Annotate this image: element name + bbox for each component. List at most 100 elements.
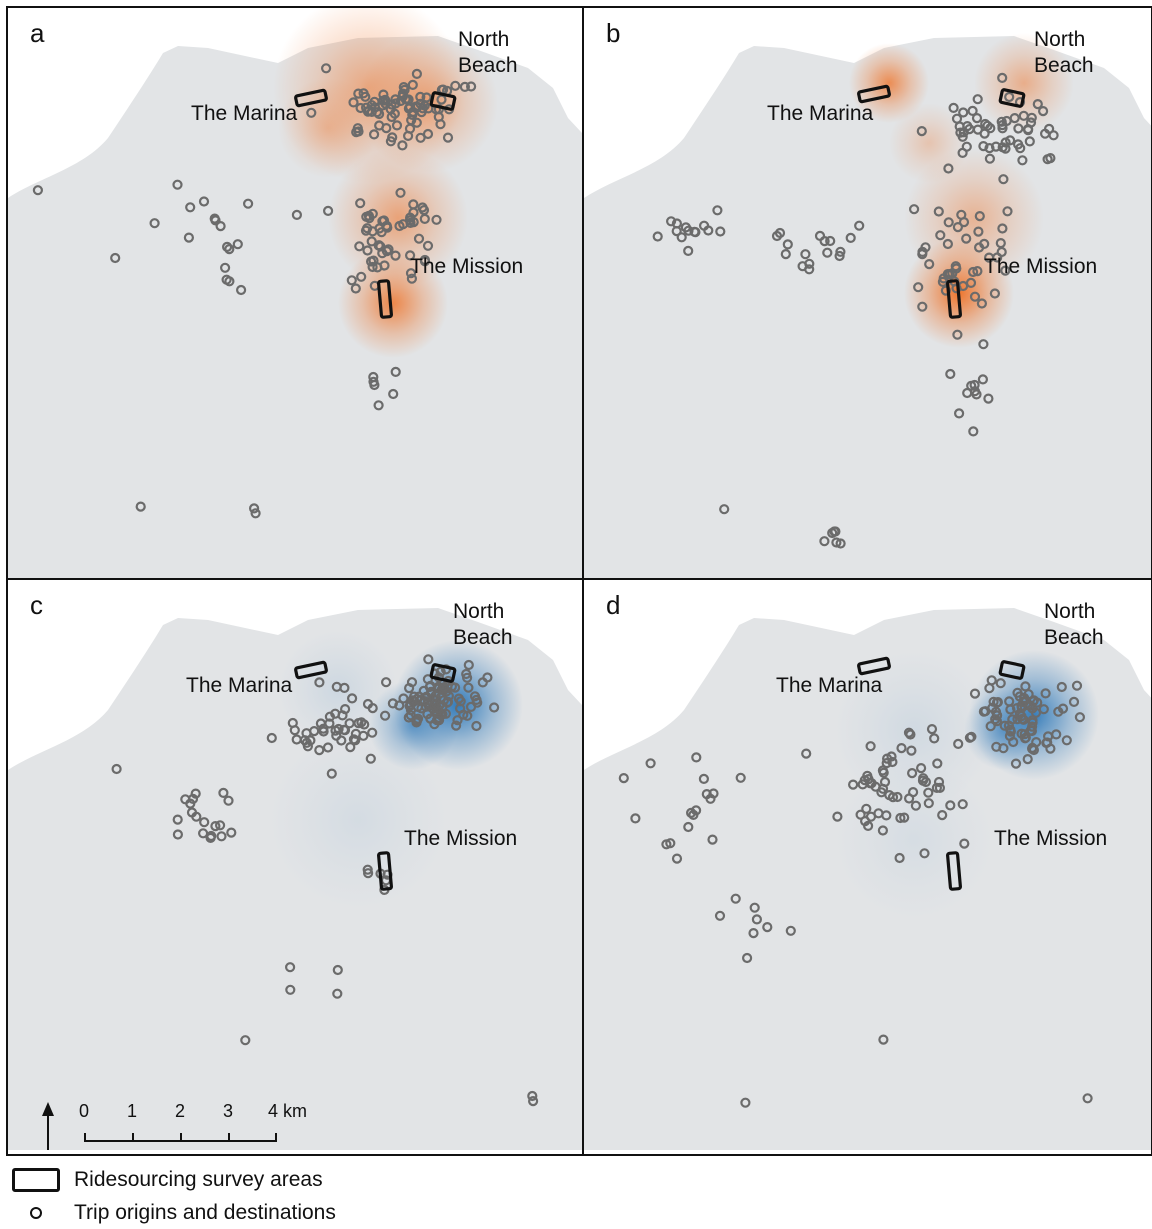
trip-point — [1014, 691, 1025, 702]
label-the-mission: The Mission — [984, 255, 1097, 278]
trip-point — [309, 726, 320, 737]
trip-point — [429, 700, 440, 711]
trip-point — [220, 262, 231, 273]
trip-point — [423, 103, 434, 114]
trip-point — [995, 238, 1006, 249]
trip-point — [825, 235, 836, 247]
trip-point — [1057, 703, 1069, 714]
trip-point — [406, 273, 417, 284]
trip-point — [452, 715, 463, 726]
trip-point — [904, 793, 915, 804]
trip-point — [950, 261, 961, 272]
trip-point — [380, 710, 391, 721]
trip-point — [827, 527, 838, 539]
trip-point — [1017, 155, 1028, 166]
trip-point — [285, 962, 296, 973]
trip-points — [111, 654, 539, 1107]
trip-point — [730, 893, 741, 904]
label-north-beach: North Beach — [1034, 28, 1094, 77]
trip-point — [381, 246, 392, 257]
trip-point — [323, 205, 334, 216]
trip-point-symbol — [12, 1207, 60, 1219]
trip-point — [983, 393, 994, 404]
trip-point — [1040, 128, 1051, 139]
trip-point — [719, 504, 730, 515]
trip-point — [1015, 143, 1026, 154]
trip-point — [995, 678, 1006, 689]
trip-point — [952, 329, 963, 340]
trip-point — [929, 733, 940, 744]
trip-point — [190, 788, 201, 799]
trip-point — [691, 752, 702, 763]
trip-point — [210, 821, 221, 832]
trip-point — [435, 666, 446, 677]
trip-point — [391, 120, 403, 131]
trip-point — [903, 727, 915, 738]
trip-point — [861, 803, 872, 814]
density-hotspot — [974, 33, 1074, 133]
trip-point — [854, 220, 865, 231]
trip-point — [394, 220, 405, 232]
trip-point — [683, 821, 694, 833]
trip-point — [361, 102, 372, 113]
trip-point — [1002, 206, 1013, 217]
trip-point — [748, 928, 759, 939]
trip-point — [243, 198, 254, 209]
trip-point — [1000, 265, 1011, 276]
trip-point — [683, 245, 694, 256]
trip-point — [442, 132, 454, 143]
trip-point — [988, 696, 999, 707]
trip-point — [422, 240, 434, 251]
trip-point — [926, 724, 938, 735]
trip-point — [355, 198, 366, 209]
survey-area — [294, 660, 328, 680]
trip-point — [832, 811, 843, 822]
trip-point — [431, 214, 442, 225]
trip-point — [356, 271, 367, 282]
trip-point — [439, 682, 450, 693]
trip-point — [465, 701, 477, 713]
legend-trip-points: Trip origins and destinations — [12, 1201, 336, 1225]
trip-point — [940, 285, 951, 296]
trip-point — [1020, 733, 1031, 744]
trip-point — [834, 250, 845, 262]
trip-point — [1001, 115, 1012, 127]
trip-point — [976, 298, 987, 309]
trip-point — [1019, 692, 1030, 704]
trip-point — [1061, 735, 1072, 746]
density-hotspot — [268, 730, 448, 910]
trip-point — [360, 225, 372, 236]
trip-point — [974, 211, 985, 222]
trip-point — [345, 742, 356, 753]
trip-point — [1074, 712, 1085, 723]
trip-point — [998, 174, 1009, 185]
trip-point — [906, 745, 917, 756]
trip-point — [463, 659, 474, 671]
trip-point — [421, 92, 432, 103]
trip-point — [388, 388, 399, 400]
trip-point — [405, 101, 416, 113]
trip-point — [972, 266, 983, 277]
trip-point — [215, 820, 226, 831]
trip-point — [735, 772, 746, 783]
trip-point — [353, 126, 364, 137]
trip-point — [984, 143, 995, 154]
survey-area — [429, 91, 457, 111]
trip-point — [380, 98, 391, 109]
scale-bar: 0 1 2 3 4 km — [79, 1101, 307, 1142]
label-the-mission: The Mission — [994, 827, 1107, 850]
trip-point — [373, 400, 384, 411]
trip-point — [411, 117, 422, 128]
trip-point — [974, 242, 985, 253]
trip-point — [1004, 730, 1015, 742]
trip-point — [652, 231, 663, 242]
trip-point — [935, 230, 946, 241]
trip-point — [618, 773, 629, 784]
trip-point — [412, 715, 423, 726]
label-the-mission: The Mission — [410, 255, 523, 278]
trip-point — [1038, 704, 1049, 715]
trip-point — [910, 800, 921, 811]
trip-point — [413, 233, 425, 244]
trip-point — [459, 81, 470, 93]
trip-point — [708, 788, 719, 799]
